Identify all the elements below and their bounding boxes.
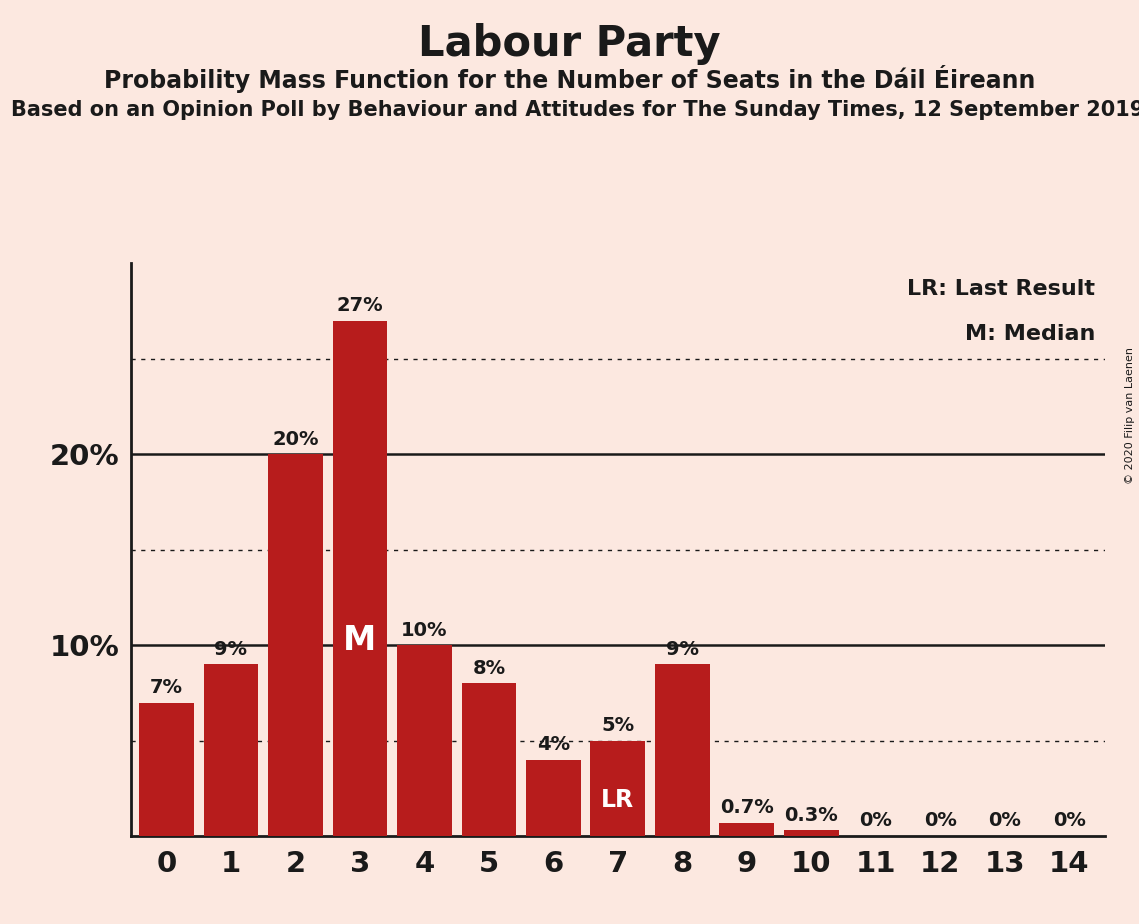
Text: 9%: 9% <box>666 639 699 659</box>
Text: 20%: 20% <box>272 430 319 448</box>
Text: 4%: 4% <box>536 736 570 754</box>
Text: 27%: 27% <box>337 296 383 315</box>
Bar <box>590 741 646 836</box>
Bar <box>398 645 452 836</box>
Text: 10%: 10% <box>401 621 448 639</box>
Text: Labour Party: Labour Party <box>418 23 721 65</box>
Text: 9%: 9% <box>214 639 247 659</box>
Text: 0%: 0% <box>1052 811 1085 831</box>
Text: M: Median: M: Median <box>965 324 1096 345</box>
Text: LR: Last Result: LR: Last Result <box>907 279 1096 298</box>
Text: © 2020 Filip van Laenen: © 2020 Filip van Laenen <box>1125 347 1134 484</box>
Text: LR: LR <box>601 788 634 812</box>
Bar <box>268 455 322 836</box>
Text: Based on an Opinion Poll by Behaviour and Attitudes for The Sunday Times, 12 Sep: Based on an Opinion Poll by Behaviour an… <box>11 100 1139 120</box>
Bar <box>204 664 259 836</box>
Bar <box>333 321 387 836</box>
Text: 0%: 0% <box>989 811 1022 831</box>
Text: M: M <box>343 624 377 657</box>
Bar <box>655 664 710 836</box>
Bar <box>720 823 775 836</box>
Text: 8%: 8% <box>473 659 506 677</box>
Text: 0.3%: 0.3% <box>785 806 838 825</box>
Bar <box>461 684 516 836</box>
Text: 0.7%: 0.7% <box>720 798 773 817</box>
Bar <box>784 831 838 836</box>
Text: Probability Mass Function for the Number of Seats in the Dáil Éireann: Probability Mass Function for the Number… <box>104 65 1035 92</box>
Text: 0%: 0% <box>924 811 957 831</box>
Bar <box>139 702 194 836</box>
Bar <box>526 760 581 836</box>
Text: 5%: 5% <box>601 716 634 735</box>
Text: 7%: 7% <box>150 678 183 697</box>
Text: 0%: 0% <box>860 811 892 831</box>
